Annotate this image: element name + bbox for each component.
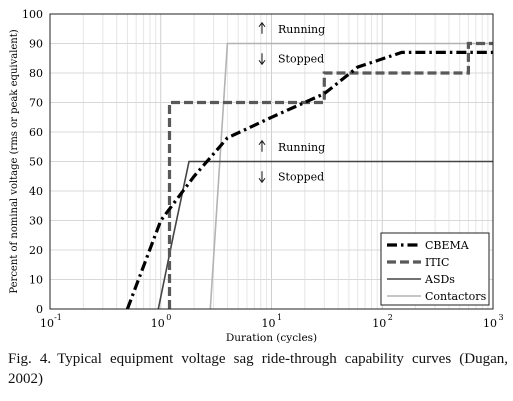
x-axis-label: Duration (cycles) [226,332,317,344]
annotation-label: Stopped [278,170,324,183]
legend: CBEMA ITIC ASDs Contactors [380,232,490,306]
chart-series [125,41,493,310]
legend-label-itic: ITIC [425,256,449,269]
arrow-down-icon [258,59,266,66]
x-tick-label: 10 [372,317,386,330]
y-tick-label: 10 [29,274,43,287]
series-line-cbema [125,50,493,310]
y-axis-label: Percent of nominal voltage (rms or peak … [9,29,20,293]
annotation-running: Running [258,139,325,154]
y-tick-label: 40 [29,185,43,198]
x-tick-exponent: 1 [277,313,282,322]
figure-caption: Fig. 4. Typical equipment voltage sag rid… [8,349,508,389]
y-tick-label: 70 [29,97,43,110]
annotation-label: Running [278,23,325,36]
chart-annotations: Running Stopped Running Stopped [258,21,325,184]
plot-frame [49,13,494,310]
y-tick-label: 80 [29,67,43,80]
arrow-down-icon [258,177,266,184]
y-tick-label: 50 [29,156,43,169]
annotation-label: Stopped [278,52,324,65]
series-line-contactors [209,42,493,310]
figure-label: Fig. 4. [8,351,52,367]
y-tick-label: 20 [29,244,43,257]
y-tick-label: 100 [22,8,43,21]
y-tick-label: 30 [29,215,43,228]
annotation-stopped: Stopped [258,170,324,184]
y-tick-label: 60 [29,126,43,139]
annotation-running: Running [258,21,325,36]
caption-text: Typical equipment voltage sag ride-throu… [8,351,508,387]
legend-label-cbema: CBEMA [425,239,470,252]
y-tick-label: 0 [36,303,43,316]
arrow-up-icon [258,21,266,28]
x-tick-exponent: -1 [54,313,62,322]
x-tick-label: 10 [151,317,165,330]
x-tick-exponent: 3 [498,313,503,322]
series-line-itic [167,41,493,309]
legend-label-contactors: Contactors [425,290,487,303]
x-tick-exponent: 2 [388,313,393,322]
x-tick-label: 10 [262,317,276,330]
y-tick-label: 90 [29,38,43,51]
x-tick-exponent: 0 [166,313,171,322]
legend-box [380,232,490,306]
series-line-asds [157,160,493,310]
legend-label-asds: ASDs [424,273,455,286]
x-tick-label: 10 [40,317,54,330]
x-tick-label: 10 [483,317,497,330]
arrow-up-icon [258,139,266,146]
annotation-label: Running [278,141,325,154]
annotation-stopped: Stopped [258,52,324,66]
